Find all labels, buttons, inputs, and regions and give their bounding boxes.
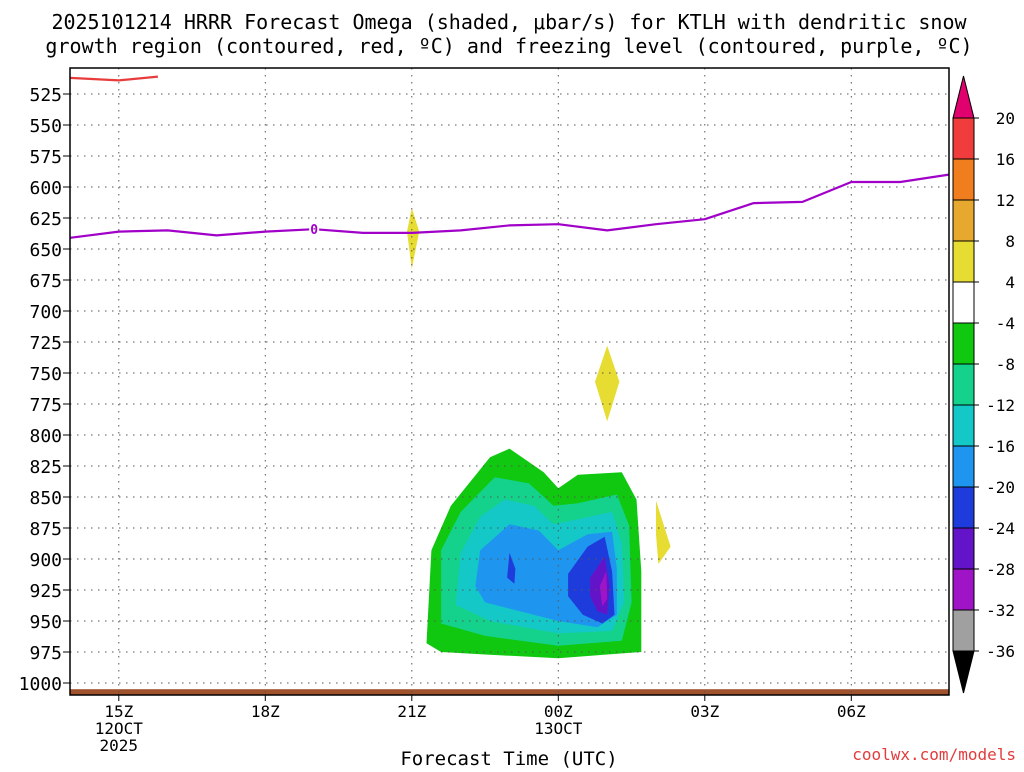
- colorbar-tick-label: -12: [986, 396, 1015, 415]
- freezing-level-contour: [70, 173, 949, 239]
- x-tick-label: 03Z: [690, 702, 719, 721]
- colorbar-tick-label: -28: [986, 560, 1015, 579]
- y-tick-label: 625: [29, 209, 62, 230]
- y-tick-label: 700: [29, 302, 62, 323]
- omega-shaded-region: [595, 345, 620, 422]
- watermark: coolwx.com/models: [852, 745, 1016, 764]
- colorbar-segment: [952, 240, 975, 283]
- y-tick-label: 525: [29, 85, 62, 106]
- colorbar-tick-label: -20: [986, 478, 1015, 497]
- colorbar-segment: [952, 650, 975, 694]
- y-tick-label: 800: [29, 426, 62, 447]
- chart-title-line-1: 2025101214 HRRR Forecast Omega (shaded, …: [51, 10, 967, 34]
- colorbar-tick-label: 8: [1005, 232, 1015, 251]
- colorbar-tick-label: -4: [996, 314, 1015, 333]
- colorbar-tick-label: -32: [986, 601, 1015, 620]
- x-tick-label: 12OCT: [95, 719, 144, 738]
- x-tick-label: 00Z: [544, 702, 573, 721]
- plot-frame: [69, 67, 950, 696]
- freezing-level-label-bg: [309, 222, 320, 237]
- y-tick-label: 750: [29, 364, 62, 385]
- y-tick-label: 775: [29, 395, 62, 416]
- colorbar-tick-label: -24: [986, 519, 1015, 538]
- omega-shaded-region: [407, 208, 420, 269]
- y-tick-label: 650: [29, 240, 62, 261]
- y-tick-label: 550: [29, 116, 62, 137]
- freezing-level-label: 0: [310, 223, 318, 238]
- x-tick-label: 18Z: [251, 702, 280, 721]
- y-tick-label: 600: [29, 178, 62, 199]
- omega-shaded-region: [599, 571, 608, 607]
- x-axis-label: Forecast Time (UTC): [400, 748, 617, 768]
- colorbar-tick-label: 12: [996, 191, 1015, 210]
- colorbar-tick-label: 16: [996, 150, 1015, 169]
- dendritic-growth-contour: [70, 75, 159, 82]
- omega-shaded-region: [507, 552, 516, 584]
- colorbar-segment: [952, 527, 975, 570]
- x-tick-label: 15Z: [104, 702, 133, 721]
- colorbar-segment: [952, 445, 975, 488]
- y-tick-label: 875: [29, 519, 62, 540]
- colorbar-segment: [952, 609, 975, 652]
- y-tick-label: 1000: [19, 674, 62, 695]
- x-tick-label: 21Z: [397, 702, 426, 721]
- colorbar-segment: [952, 117, 975, 160]
- y-tick-label: 725: [29, 333, 62, 354]
- y-tick-label: 925: [29, 581, 62, 602]
- colorbar: 20 16 12 8 4 -4 -8 -12 -16 -20 -24 -28 -32 -36: [952, 75, 1015, 694]
- chart-title-line-2: growth region (contoured, red, ºC) and f…: [45, 34, 972, 58]
- x-tick-label: 06Z: [837, 702, 866, 721]
- colorbar-tick-label: -36: [986, 642, 1015, 661]
- y-tick-label: 850: [29, 488, 62, 509]
- colorbar-segment: [952, 322, 975, 365]
- y-tick-label: 825: [29, 457, 62, 478]
- colorbar-segment: [952, 281, 975, 324]
- colorbar-segment: [952, 568, 975, 611]
- colorbar-tick-label: -8: [996, 355, 1015, 374]
- omega-shaded-region: [656, 500, 671, 564]
- x-tick-label: 2025: [100, 736, 139, 755]
- y-tick-label: 975: [29, 643, 62, 664]
- colorbar-segment: [952, 363, 975, 406]
- colorbar-tick-label: 20: [996, 109, 1015, 128]
- colorbar-segment: [952, 158, 975, 201]
- colorbar-tick-label: -16: [986, 437, 1015, 456]
- surface-terrain-band: [70, 689, 949, 695]
- x-tick-label: 13OCT: [534, 719, 583, 738]
- y-tick-label: 675: [29, 271, 62, 292]
- colorbar-segment: [952, 199, 975, 242]
- colorbar-tick-label: 4: [1005, 273, 1015, 292]
- y-tick-label: 900: [29, 550, 62, 571]
- y-tick-label: 950: [29, 612, 62, 633]
- colorbar-segment: [952, 404, 975, 447]
- colorbar-segment: [952, 486, 975, 529]
- y-tick-label: 575: [29, 147, 62, 168]
